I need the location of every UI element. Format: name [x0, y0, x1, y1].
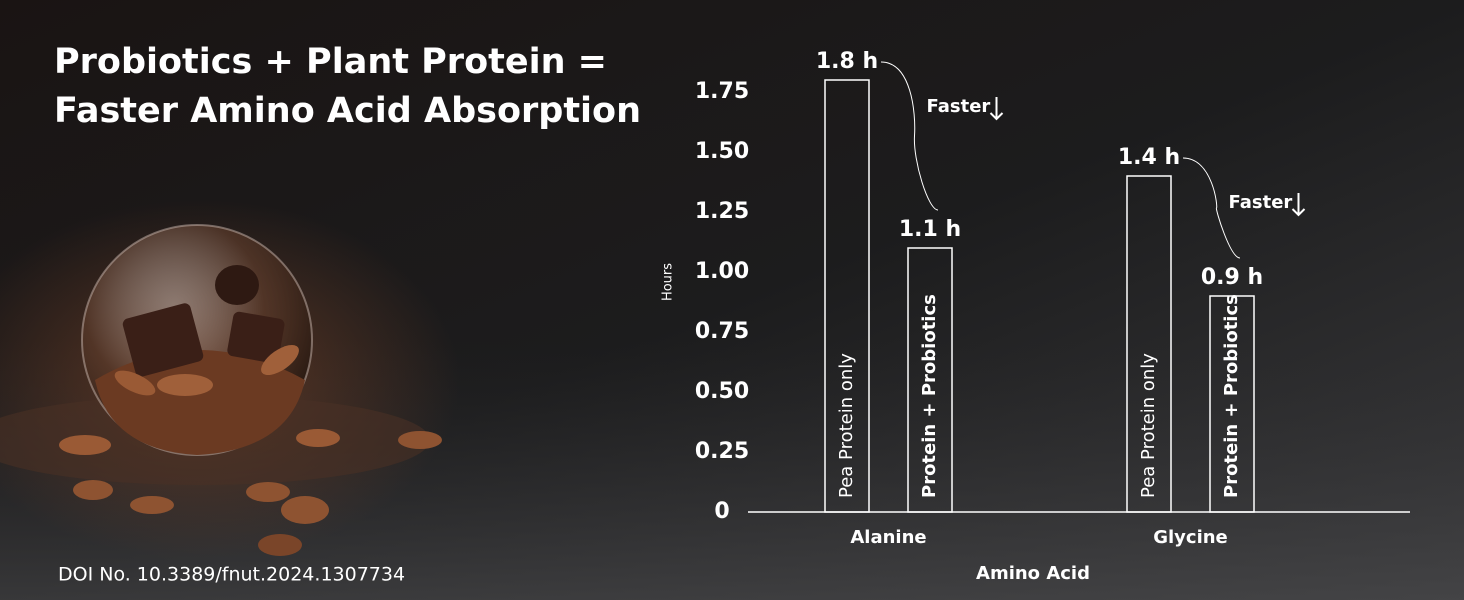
value-label: 1.1 h	[899, 217, 961, 242]
y-tick-label: 0.75	[695, 319, 749, 344]
bar	[907, 247, 953, 513]
arrow	[1291, 193, 1306, 217]
value-label: 1.4 h	[1118, 145, 1180, 170]
x-axis-label: Amino Acid	[976, 563, 1090, 584]
y-tick-label: 0	[714, 499, 729, 524]
source: DOI No. 10.3389/fnut.2024.1307734	[58, 564, 405, 586]
y-tick-label: 0.25	[695, 439, 749, 464]
x-tick-label: Glycine	[1153, 527, 1228, 548]
bar	[824, 79, 870, 513]
bar	[1209, 295, 1255, 513]
bar-series-label: Protein + Probiotics	[1221, 294, 1242, 498]
connector-curve	[880, 61, 939, 211]
bar-series-label: Protein + Probiotics	[919, 294, 940, 498]
connector-curve	[1182, 157, 1241, 259]
title-line: Probiotics + Plant Protein =	[54, 42, 607, 82]
value-label: 0.9 h	[1201, 265, 1263, 290]
annotation: Faster	[1229, 192, 1293, 213]
title-line: Faster Amino Acid Absorption	[54, 91, 641, 131]
bar	[1126, 175, 1172, 513]
bar-series-label: Pea Protein only	[1138, 353, 1159, 498]
y-tick-label: 1.00	[695, 259, 749, 284]
y-axis-label: Hours	[661, 263, 676, 301]
bar-series-label: Pea Protein only	[836, 353, 857, 498]
y-tick-label: 1.50	[695, 139, 749, 164]
illustration	[0, 224, 442, 556]
value-label: 1.8 h	[816, 49, 878, 74]
annotation: Faster	[927, 96, 991, 117]
arrow	[989, 97, 1004, 121]
x-tick-label: Alanine	[850, 527, 926, 548]
y-tick-label: 0.50	[695, 379, 749, 404]
y-tick-label: 1.25	[695, 199, 749, 224]
y-tick-label: 1.75	[695, 79, 749, 104]
